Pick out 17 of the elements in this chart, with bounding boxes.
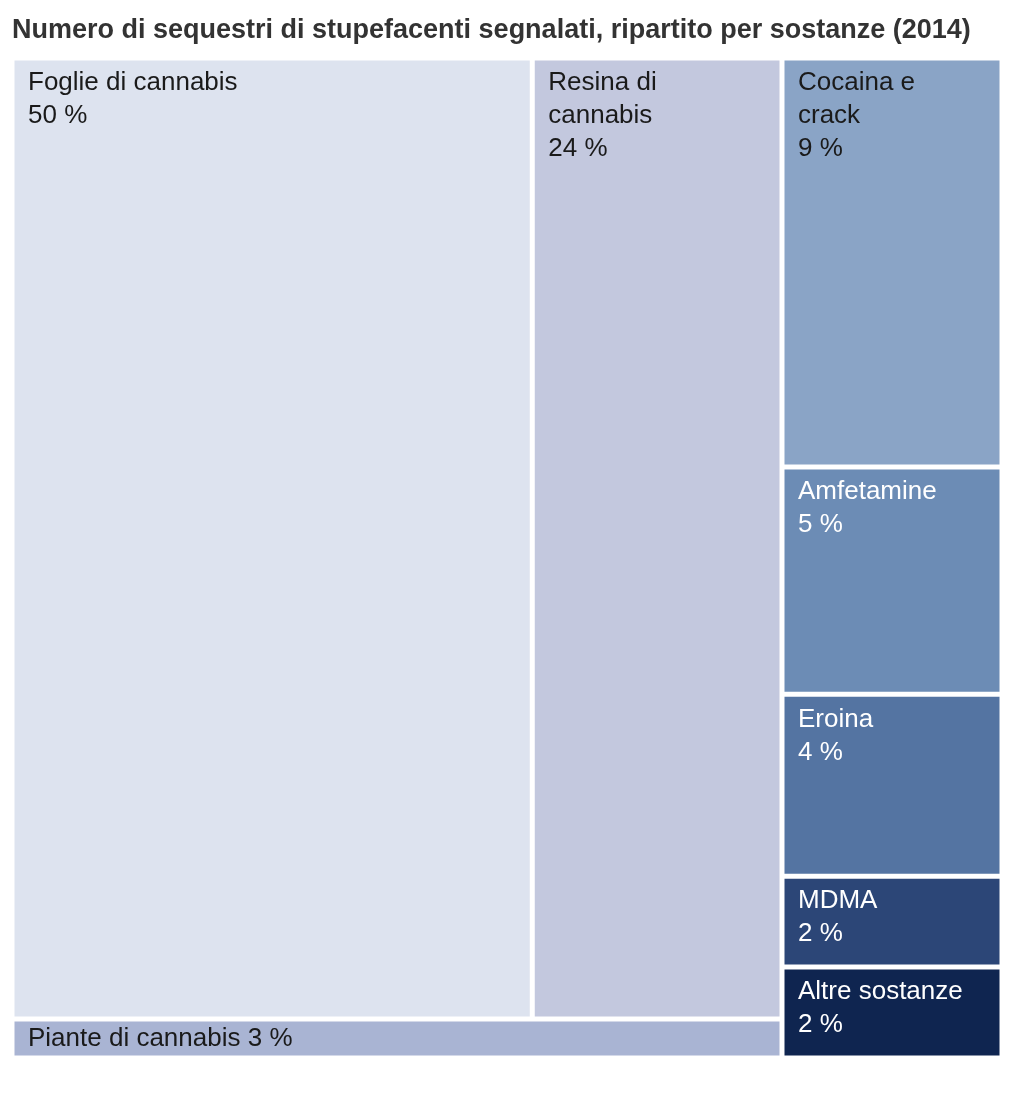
data-label: 50 % [28, 99, 88, 130]
text: Numero di sequestri di stupefacenti segnalati, ripartito per sostanze (2014) [12, 13, 972, 46]
category-label: Foglie di cannabis [28, 66, 238, 97]
data-label: 3 % [247, 1021, 293, 1052]
category-label: MDMA [798, 884, 879, 915]
category-label: Eroina [798, 702, 874, 733]
category-label: Cocaina e crack [798, 66, 916, 130]
data-label: 24 % [548, 132, 608, 163]
data-label: 9 % [798, 132, 843, 163]
data-label: 2 % [798, 917, 843, 948]
category-label: Amfetamine [798, 475, 937, 506]
category-label: Resina di cannabis [548, 66, 657, 130]
data-label: 4 % [798, 735, 843, 766]
data-label: 5 % [798, 508, 843, 539]
data-label: 2 % [798, 1008, 843, 1039]
category-label: Piante di cannabis [28, 1021, 241, 1052]
category-label: Altre sostanze [798, 975, 963, 1006]
